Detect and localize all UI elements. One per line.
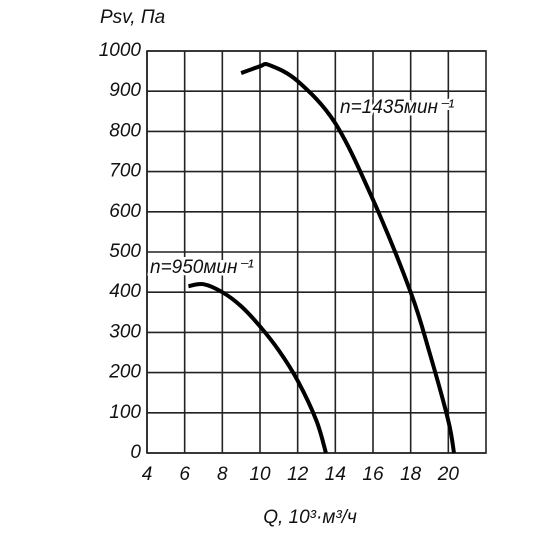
x-tick-label: 6 <box>179 464 190 485</box>
x-tick-label: 12 <box>287 464 309 485</box>
y-tick-label: 900 <box>109 80 141 101</box>
line <box>188 281 328 454</box>
series-label: n=1435мин⁻¹ <box>340 97 454 118</box>
x-axis-title: Q, 10³·м³/ч <box>263 507 357 528</box>
x-tick-label: 18 <box>400 464 422 485</box>
x-tick-label: 8 <box>217 464 228 485</box>
x-tick-label: 4 <box>142 464 153 485</box>
y-tick-label: 800 <box>109 120 141 141</box>
y-axis-title: Psv, Па <box>100 7 165 28</box>
y-tick-label: 700 <box>109 161 141 182</box>
x-tick-label: 20 <box>437 464 460 485</box>
x-tick-label: 16 <box>362 464 384 485</box>
y-tick-label: 200 <box>108 362 141 383</box>
x-tick-label: 10 <box>249 464 271 485</box>
series-label: n=950мин⁻¹ <box>150 257 254 278</box>
y-tick-label: 300 <box>109 321 141 342</box>
y-tick-label: 500 <box>109 241 141 262</box>
x-tick-label: 14 <box>325 464 346 485</box>
y-tick-label: 1000 <box>99 40 142 61</box>
y-tick-label: 0 <box>130 442 141 463</box>
y-tick-label: 600 <box>109 201 141 222</box>
y-tick-label: 400 <box>109 281 141 302</box>
y-tick-label: 100 <box>109 402 141 423</box>
line <box>240 62 456 454</box>
